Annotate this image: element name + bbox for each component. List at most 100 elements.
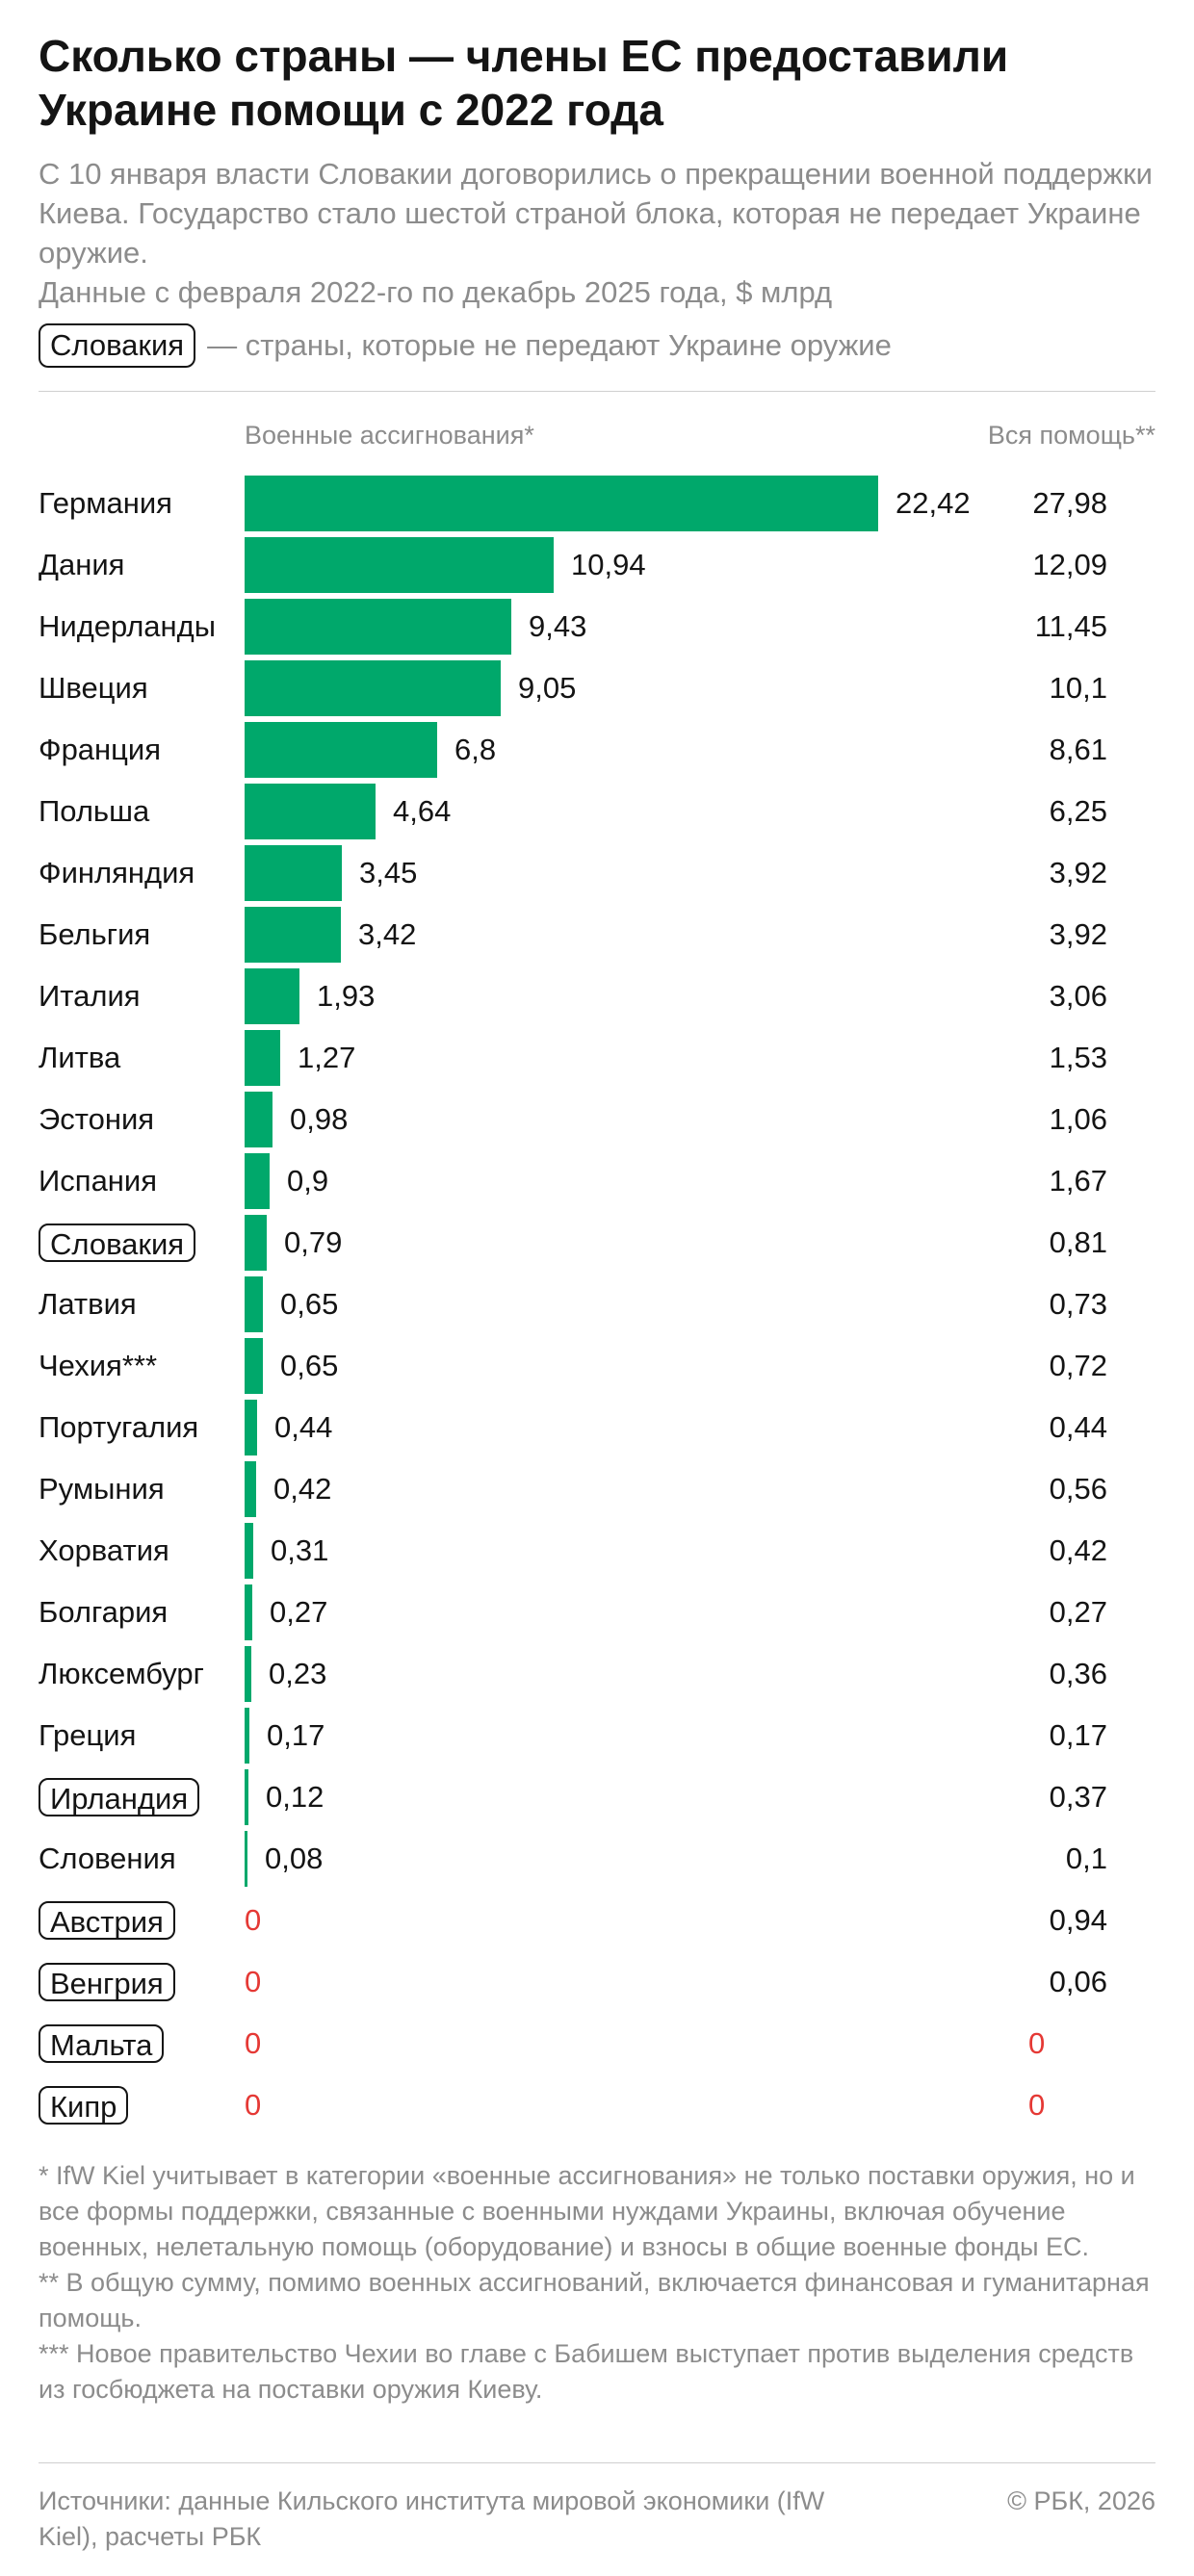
chart-row: Ирландия 0,12 0,37	[0, 1766, 1194, 1828]
country-name: Чехия***	[39, 1349, 158, 1382]
chart-row: Болгария 0,27 0,27	[0, 1582, 1194, 1643]
chart-row: Швеция 9,05 10,1	[0, 657, 1194, 719]
country-label: Чехия***	[39, 1335, 157, 1397]
military-aid-value: 0	[245, 2026, 262, 2060]
total-aid-value: 0,72	[1049, 1349, 1107, 1382]
footnote-2: ** В общую сумму, помимо военных ассигно…	[39, 2268, 1150, 2332]
total-aid-value: 0,37	[1049, 1780, 1107, 1814]
military-aid-value: 0,17	[267, 1718, 325, 1752]
legend: Словакия — страны, которые не передают У…	[39, 323, 892, 368]
military-aid-value: 0,08	[265, 1842, 324, 1875]
military-aid-bar	[245, 1646, 251, 1702]
chart-row: Румыния 0,42 0,56	[0, 1458, 1194, 1520]
country-label: Швеция	[39, 657, 148, 719]
country-name: Бельгия	[39, 917, 151, 951]
total-aid-value: 0,44	[1049, 1410, 1107, 1444]
country-name: Австрия	[39, 1901, 175, 1940]
military-aid-bar	[245, 1831, 247, 1887]
chart-title: Сколько страны — члены ЕС предоставили У…	[39, 31, 1009, 135]
country-name: Люксембург	[39, 1657, 204, 1690]
country-name: Германия	[39, 486, 172, 520]
total-aid-value: 0,42	[1049, 1533, 1107, 1567]
military-aid-bar	[245, 845, 342, 901]
country-name: Испания	[39, 1164, 158, 1198]
military-aid-value: 6,8	[454, 733, 497, 766]
footnotes: * IfW Kiel учитывает в категории «военны…	[39, 2158, 1160, 2408]
country-name: Греция	[39, 1718, 137, 1752]
total-aid-value: 0,73	[1049, 1287, 1107, 1321]
chart-row: Дания 10,94 12,09	[0, 534, 1194, 596]
data-note: Данные с февраля 2022-го по декабрь 2025…	[39, 275, 833, 309]
country-name: Литва	[39, 1041, 121, 1074]
total-aid-value: 27,98	[1032, 486, 1107, 520]
military-aid-value: 0,44	[274, 1410, 333, 1444]
military-aid-bar	[245, 1276, 263, 1332]
military-aid-bar	[245, 1400, 257, 1455]
total-aid-value: 11,45	[1034, 609, 1107, 643]
country-label: Германия	[39, 473, 172, 534]
country-label: Венгрия	[39, 1951, 175, 2013]
total-aid-value: 0,27	[1049, 1595, 1107, 1629]
country-label: Дания	[39, 534, 124, 596]
military-aid-bar	[245, 784, 376, 839]
chart-row: Словакия 0,79 0,81	[0, 1212, 1194, 1274]
country-name: Румыния	[39, 1472, 165, 1506]
military-aid-bar	[245, 537, 554, 593]
chart-row: Венгрия 0 0,06	[0, 1951, 1194, 2013]
footnote-3: *** Новое правительство Чехии во главе с…	[39, 2339, 1134, 2404]
total-aid-value: 6,25	[1049, 794, 1107, 828]
total-column-header: Вся помощь**	[987, 421, 1155, 450]
country-name: Словения	[39, 1842, 176, 1875]
military-aid-value: 10,94	[571, 548, 646, 581]
country-name: Финляндия	[39, 856, 195, 889]
total-aid-value: 3,06	[1049, 979, 1107, 1013]
military-aid-bar	[245, 968, 299, 1024]
country-name: Кипр	[39, 2086, 129, 2125]
country-name: Словакия	[39, 1224, 196, 1262]
country-name: Болгария	[39, 1595, 169, 1629]
chart-row: Люксембург 0,23 0,36	[0, 1643, 1194, 1705]
military-aid-value: 3,45	[359, 856, 418, 889]
chart-row: Литва 1,27 1,53	[0, 1027, 1194, 1089]
military-aid-value: 9,43	[529, 609, 587, 643]
chart-row: Португалия 0,44 0,44	[0, 1397, 1194, 1458]
country-label: Франция	[39, 719, 161, 781]
chart-row: Нидерланды 9,43 11,45	[0, 596, 1194, 657]
footnote-1: * IfW Kiel учитывает в категории «военны…	[39, 2161, 1135, 2261]
military-aid-value: 0,27	[270, 1595, 328, 1629]
country-label: Бельгия	[39, 904, 150, 966]
military-aid-value: 0	[245, 1903, 262, 1937]
total-aid-value: 0,56	[1049, 1472, 1107, 1506]
military-aid-bar	[245, 1338, 263, 1394]
country-label: Румыния	[39, 1458, 165, 1520]
chart-row: Латвия 0,65 0,73	[0, 1274, 1194, 1335]
country-name: Франция	[39, 733, 162, 766]
total-aid-value: 0	[1028, 2088, 1046, 2122]
total-aid-value: 12,09	[1032, 548, 1107, 581]
military-aid-bar	[245, 1461, 256, 1517]
military-aid-bar	[245, 599, 511, 655]
military-aid-value: 0	[245, 1965, 262, 1998]
chart-row: Греция 0,17 0,17	[0, 1705, 1194, 1766]
copyright: © РБК, 2026	[1007, 2486, 1155, 2515]
military-aid-value: 0,31	[271, 1533, 329, 1567]
chart-subtitle: С 10 января власти Словакии договорились…	[39, 154, 1155, 312]
source-note: Источники: данные Кильского института ми…	[39, 2486, 825, 2551]
country-label: Португалия	[39, 1397, 198, 1458]
military-aid-bar	[245, 1769, 248, 1825]
country-label: Кипр	[39, 2074, 129, 2136]
chart-row: Франция 6,8 8,61	[0, 719, 1194, 781]
military-aid-value: 0,12	[266, 1780, 324, 1814]
total-aid-value: 0,81	[1049, 1225, 1107, 1259]
country-label: Словакия	[39, 1212, 196, 1274]
country-name: Португалия	[39, 1410, 199, 1444]
chart-row: Германия 22,42 27,98	[0, 473, 1194, 534]
total-aid-value: 0,94	[1049, 1903, 1107, 1937]
country-label: Австрия	[39, 1890, 175, 1951]
military-aid-bar	[245, 1708, 249, 1764]
divider-bottom	[39, 2462, 1155, 2463]
military-aid-value: 9,05	[518, 671, 577, 705]
military-aid-bar	[245, 1153, 270, 1209]
total-aid-value: 3,92	[1049, 856, 1107, 889]
country-name: Хорватия	[39, 1533, 169, 1567]
